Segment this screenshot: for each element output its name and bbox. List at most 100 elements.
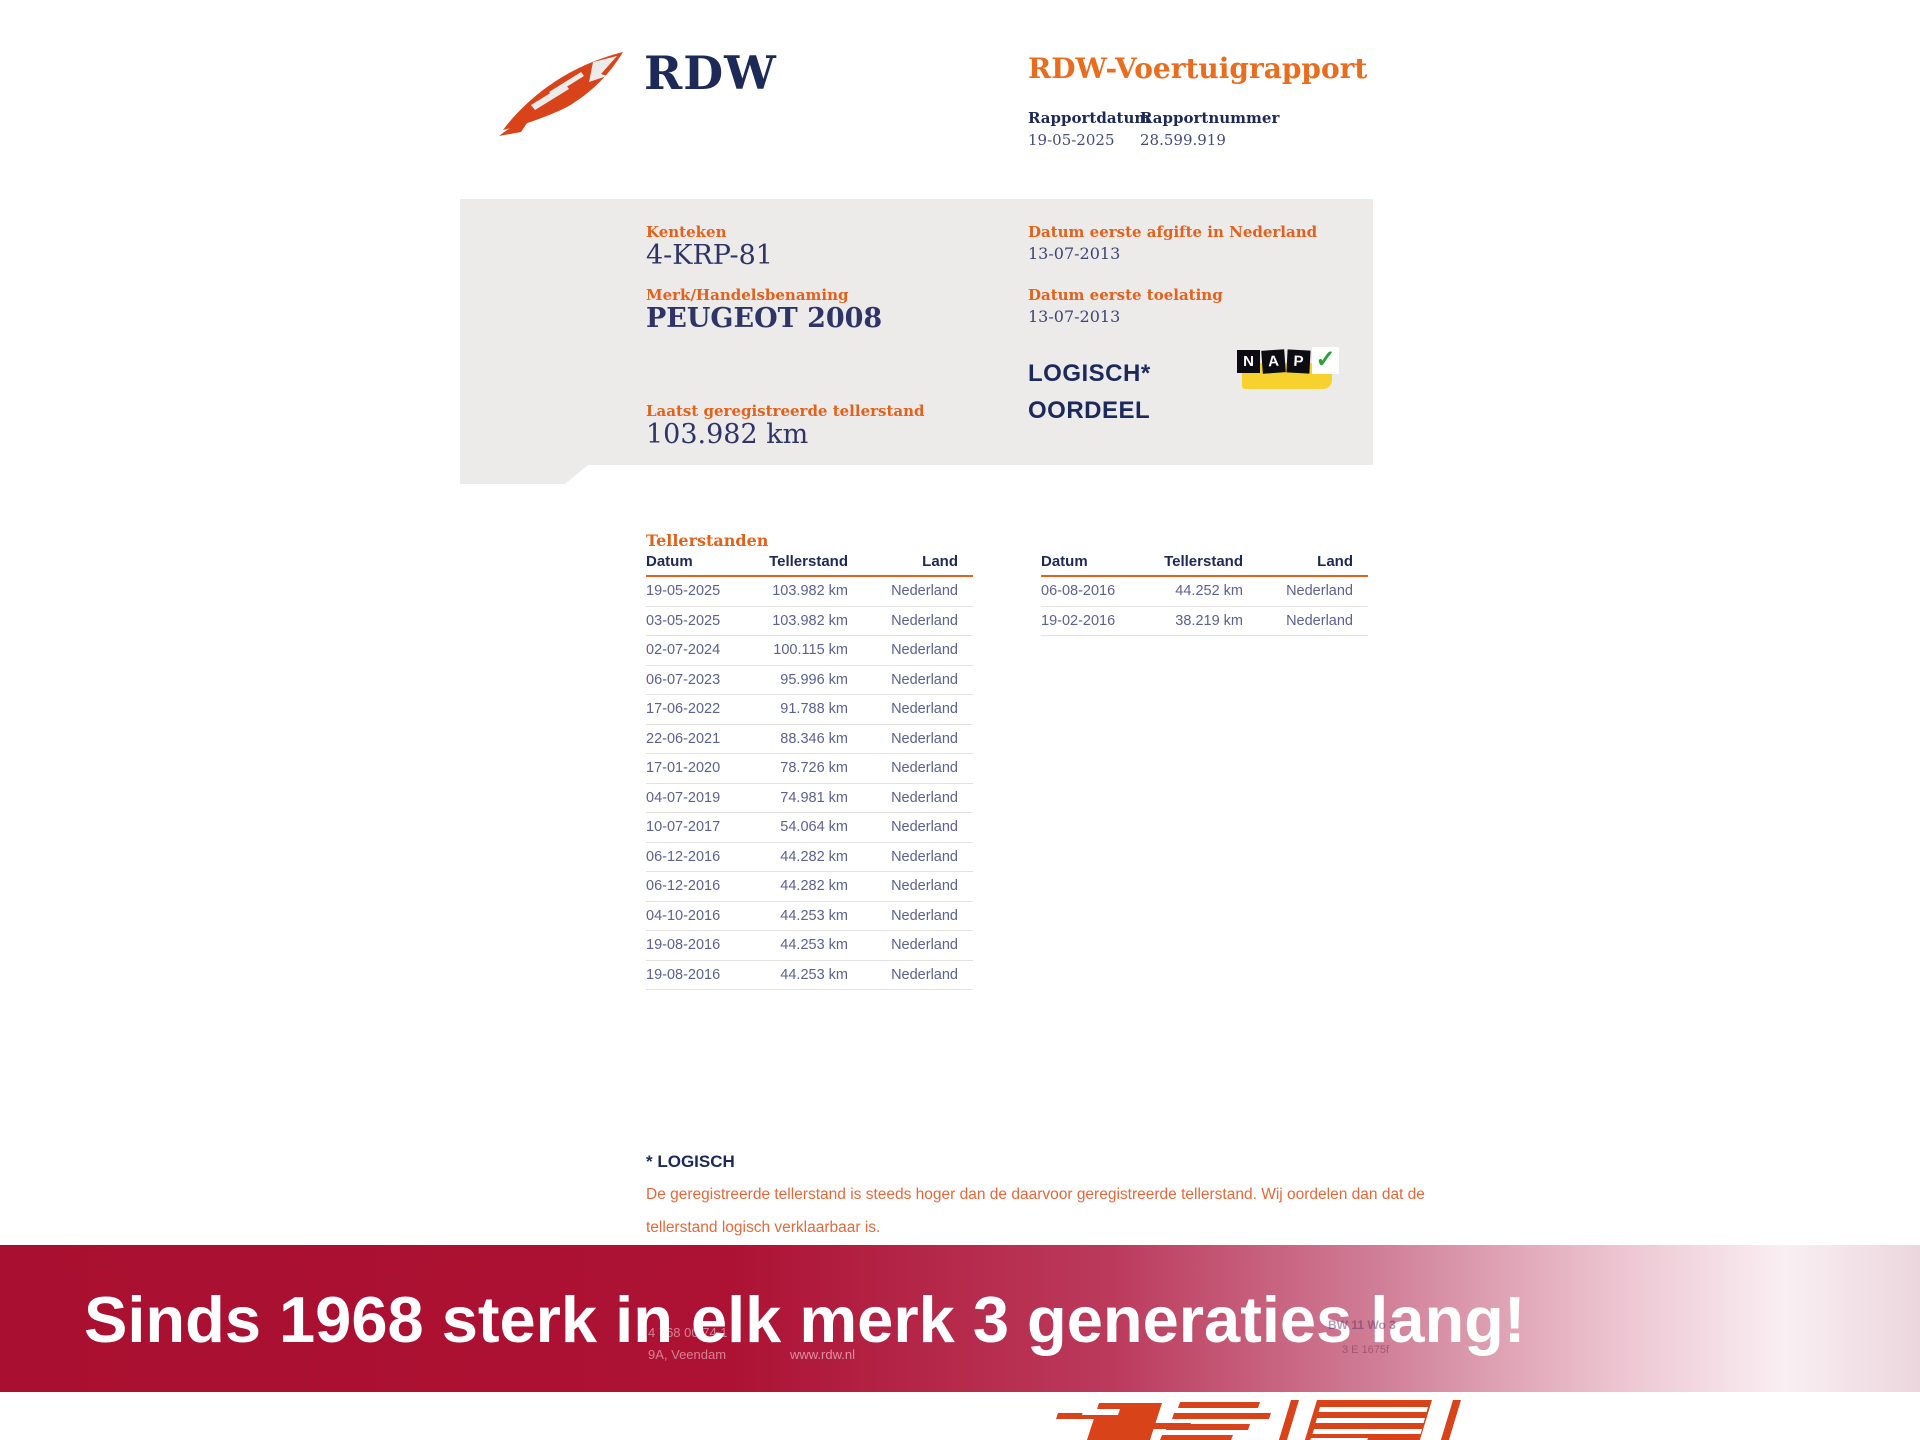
table-row: 22-06-2021 88.346 km Nederland <box>646 725 973 754</box>
col-header-tellerstand: Tellerstand <box>769 553 848 570</box>
rdw-wing-logo-icon <box>499 52 623 136</box>
cell-datum: 06-08-2016 <box>1041 583 1116 600</box>
cell-land: Nederland <box>1286 583 1353 600</box>
afgifte-label: Datum eerste afgifte in Nederland <box>1028 223 1318 241</box>
rdw-wordmark: RDW <box>644 46 777 100</box>
cell-land: Nederland <box>1286 612 1353 629</box>
col-header-land: Land <box>1317 553 1353 570</box>
cell-land: Nederland <box>891 819 958 836</box>
cell-land: Nederland <box>891 612 958 629</box>
cell-tellerstand: 44.253 km <box>780 966 848 983</box>
table-row: 04-10-2016 44.253 km Nederland <box>646 902 973 931</box>
table-row: 17-01-2020 78.726 km Nederland <box>646 754 973 784</box>
cell-datum: 03-05-2025 <box>646 612 721 629</box>
cell-land: Nederland <box>891 642 958 659</box>
table-row: 10-07-2017 54.064 km Nederland <box>646 813 973 843</box>
cell-datum: 19-02-2016 <box>1041 612 1116 629</box>
cell-tellerstand: 103.982 km <box>772 583 848 600</box>
cell-tellerstand: 103.982 km <box>772 612 848 629</box>
cell-datum: 02-07-2024 <box>646 642 721 659</box>
cell-datum: 19-08-2016 <box>646 937 721 954</box>
odometer-table-left: Datum Tellerstand Land 19-05-2025 103.982… <box>646 553 973 990</box>
cell-land: Nederland <box>891 789 958 806</box>
tellerstand-label: Laatst geregistreerde tellerstand <box>646 402 925 420</box>
ghost-stamp-text-2: 3 E 1675f <box>1342 1344 1390 1356</box>
cell-land: Nederland <box>891 701 958 718</box>
cell-tellerstand: 91.788 km <box>780 701 848 718</box>
table-row: 06-08-2016 44.252 km Nederland <box>1041 577 1368 607</box>
cell-land: Nederland <box>891 671 958 688</box>
table-header: Datum Tellerstand Land <box>646 553 973 577</box>
table-row: 04-07-2019 74.981 km Nederland <box>646 784 973 813</box>
merk-value: PEUGEOT 2008 <box>646 303 883 334</box>
col-header-tellerstand: Tellerstand <box>1164 553 1243 570</box>
cell-land: Nederland <box>891 966 958 983</box>
cell-tellerstand: 44.253 km <box>780 907 848 924</box>
nap-checkmark-icon: ✓ <box>1312 347 1339 374</box>
cell-datum: 17-06-2022 <box>646 701 721 718</box>
nap-letter-n: N <box>1237 350 1260 373</box>
cell-datum: 06-12-2016 <box>646 878 721 895</box>
tellerstanden-section-title: Tellerstanden <box>646 531 769 550</box>
table-row: 03-05-2025 103.982 km Nederland <box>646 607 973 636</box>
merk-label: Merk/Handelsbenaming <box>646 286 849 304</box>
col-header-datum: Datum <box>646 553 693 570</box>
ghost-phone-text: 4 768 00 74 1 <box>648 1325 728 1340</box>
table-row: 19-05-2025 103.982 km Nederland <box>646 577 973 607</box>
table-row: 17-06-2022 91.788 km Nederland <box>646 695 973 725</box>
cell-datum: 06-07-2023 <box>646 671 721 688</box>
cell-land: Nederland <box>891 937 958 954</box>
cell-tellerstand: 100.115 km <box>773 642 848 659</box>
nap-letter-a: A <box>1261 349 1286 374</box>
table-header: Datum Tellerstand Land <box>1041 553 1368 577</box>
verdict-line1: LOGISCH* <box>1028 360 1151 387</box>
verdict-line2: OORDEEL <box>1028 397 1151 424</box>
cell-tellerstand: 38.219 km <box>1175 612 1243 629</box>
vehicle-summary-panel: Kenteken 4-KRP-81 Merk/Handelsbenaming P… <box>460 199 1373 465</box>
dealer-ad-banner[interactable] <box>0 1245 1920 1392</box>
table-row: 19-08-2016 44.253 km Nederland <box>646 931 973 961</box>
cell-tellerstand: 95.996 km <box>780 671 848 688</box>
report-date-value: 19-05-2025 <box>1028 131 1115 149</box>
cell-land: Nederland <box>891 848 958 865</box>
nap-letter-p: P <box>1286 349 1311 374</box>
cell-tellerstand: 44.282 km <box>780 878 848 895</box>
afgifte-value: 13-07-2013 <box>1028 244 1121 263</box>
ghost-stamp-text-1: BW 11 Wo 3 <box>1328 1318 1396 1332</box>
cell-datum: 04-07-2019 <box>646 789 721 806</box>
cell-land: Nederland <box>891 730 958 747</box>
footnote-title: * LOGISCH <box>646 1152 735 1171</box>
table-row: 06-12-2016 44.282 km Nederland <box>646 872 973 902</box>
report-number-label: Rapportnummer <box>1140 109 1280 127</box>
cell-datum: 22-06-2021 <box>646 730 721 747</box>
summary-panel-tab <box>460 465 588 484</box>
cell-land: Nederland <box>891 907 958 924</box>
cell-datum: 06-12-2016 <box>646 848 721 865</box>
tellerstand-value: 103.982 km <box>646 419 809 450</box>
cell-datum: 19-05-2025 <box>646 583 721 600</box>
cell-datum: 19-08-2016 <box>646 966 721 983</box>
table-row: 02-07-2024 100.115 km Nederland <box>646 636 973 666</box>
table-row: 19-08-2016 44.253 km Nederland <box>646 961 973 990</box>
nap-logo: N A P ✓ <box>1237 347 1341 393</box>
report-date-label: Rapportdatum <box>1028 109 1151 127</box>
kenteken-value: 4-KRP-81 <box>646 240 773 271</box>
toelating-value: 13-07-2013 <box>1028 307 1121 326</box>
col-header-land: Land <box>922 553 958 570</box>
cell-datum: 17-01-2020 <box>646 760 721 777</box>
table-row: 19-02-2016 38.219 km Nederland <box>1041 607 1368 636</box>
report-title: RDW-Voertuigrapport <box>1028 52 1368 85</box>
cell-tellerstand: 88.346 km <box>780 730 848 747</box>
cell-datum: 04-10-2016 <box>646 907 721 924</box>
cell-tellerstand: 44.253 km <box>780 937 848 954</box>
dealer-logo-icon <box>1056 1400 1461 1440</box>
cell-datum: 10-07-2017 <box>646 819 721 836</box>
footnote-body: De geregistreerde tellerstand is steeds … <box>646 1186 1425 1236</box>
table-row: 06-12-2016 44.282 km Nederland <box>646 843 973 872</box>
kenteken-label: Kenteken <box>646 223 727 241</box>
verdict-text: LOGISCH* OORDEEL <box>1028 355 1151 429</box>
report-number-value: 28.599.919 <box>1140 131 1226 149</box>
cell-land: Nederland <box>891 878 958 895</box>
table-row: 06-07-2023 95.996 km Nederland <box>646 666 973 695</box>
